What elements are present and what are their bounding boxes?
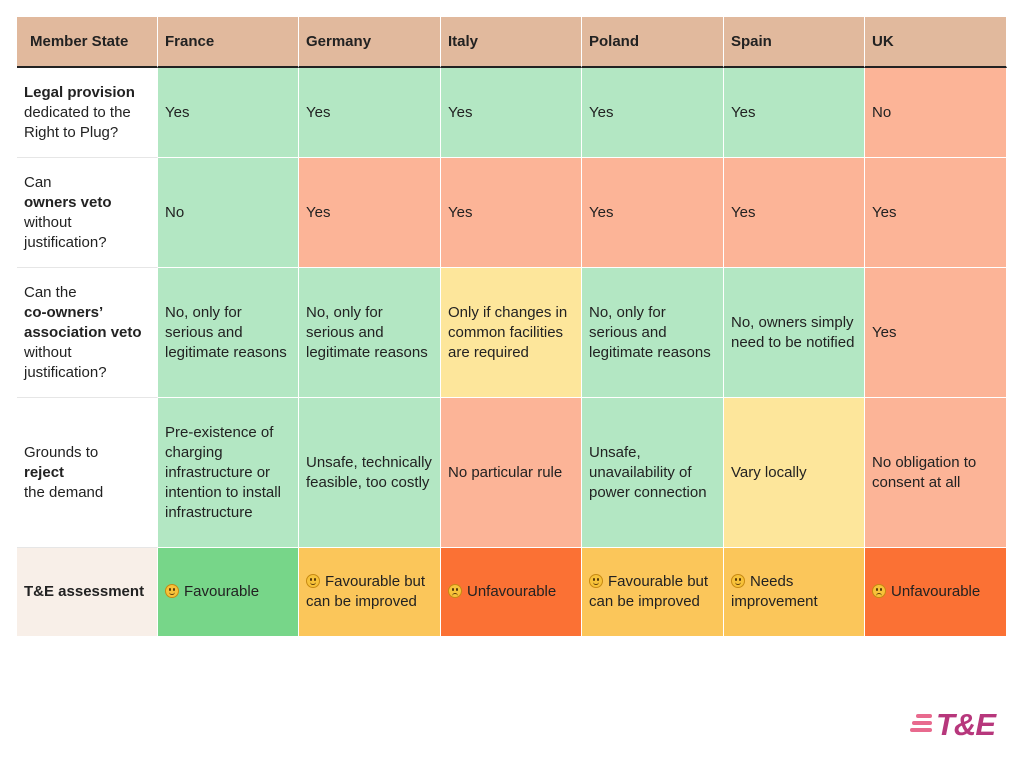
header-france: France [158,17,299,68]
assessment-cell: Favourable [158,548,299,637]
header-member-state: Member State [17,17,158,68]
header-row: Member State France Germany Italy Poland… [17,17,1007,68]
table-cell: Yes [582,158,724,268]
assessment-text: Unfavourable [467,583,557,600]
row-label-post: without justification? [24,213,107,251]
table-cell: No, owners simply need to be notified [724,268,865,398]
assessment-text: Favourable but can be improved [306,573,426,610]
row-label-pre: Can the [24,283,77,301]
assessment-cell: Needs improvement [724,548,865,637]
assessment-text: Unfavourable [891,583,981,600]
table-cell: Vary locally [724,398,865,548]
row-label-bold: Legal provision [24,83,135,101]
smile-emoji-icon [731,574,745,588]
assessment-label: T&E assessment [17,548,158,637]
sad-emoji-icon [448,584,462,598]
table-cell: Pre-existence of charging infrastructure… [158,398,299,548]
table-cell: No, only for serious and legitimate reas… [158,268,299,398]
table-cell: Yes [865,158,1007,268]
header-germany: Germany [299,17,441,68]
table-cell: Unsafe, unavailability of power connecti… [582,398,724,548]
sad-emoji-icon [872,584,886,598]
row-label-post: the demand [24,483,104,501]
table-cell: Only if changes in common facilities are… [441,268,582,398]
table-cell: No particular rule [441,398,582,548]
smile-emoji-icon [165,584,179,598]
header-poland: Poland [582,17,724,68]
assessment-cell: Unfavourable [865,548,1007,637]
assessment-cell: Favourable but can be improved [582,548,724,637]
header-spain: Spain [724,17,865,68]
row-label-bold: reject [24,463,65,481]
table-cell: Yes [865,268,1007,398]
table-row: Legal provision dedicated to the Right t… [17,68,1007,158]
table-cell: No, only for serious and legitimate reas… [582,268,724,398]
smile-emoji-icon [306,574,320,588]
table-cell: No [158,158,299,268]
table-cell: Unsafe, technically feasible, too costly [299,398,441,548]
table-cell: Yes [441,68,582,158]
assessment-text: Favourable but can be improved [589,573,709,610]
right-to-plug-comparison-table: Member State France Germany Italy Poland… [17,17,1007,637]
header-uk: UK [865,17,1007,68]
table-cell: Yes [299,68,441,158]
row-label: Can the co-owners’ association veto with… [17,268,158,398]
table-row: Grounds to reject the demand Pre-existen… [17,398,1007,548]
row-label-pre: Can [24,173,52,191]
row-label-pre: Grounds to [24,443,99,461]
row-label: Legal provision dedicated to the Right t… [17,68,158,158]
row-label: Grounds to reject the demand [17,398,158,548]
table-cell: Yes [299,158,441,268]
table-cell: Yes [582,68,724,158]
logo-text: T&E [936,707,996,742]
table-row: Can the co-owners’ association veto with… [17,268,1007,398]
te-logo: T&E [910,706,1010,746]
table-cell: No, only for serious and legitimate reas… [299,268,441,398]
table-cell: No [865,68,1007,158]
row-label-bold: owners veto [24,193,112,211]
assessment-cell: Unfavourable [441,548,582,637]
row-label-post: dedicated to the Right to Plug? [24,103,131,141]
assessment-text: Needs improvement [731,573,818,610]
smile-emoji-icon [589,574,603,588]
header-italy: Italy [441,17,582,68]
assessment-text: Favourable [184,583,260,600]
assessment-cell: Favourable but can be improved [299,548,441,637]
table-row: Can owners veto without justification? N… [17,158,1007,268]
row-label-bold: co-owners’ association veto [24,303,142,341]
row-label: Can owners veto without justification? [17,158,158,268]
table-cell: No obligation to consent at all [865,398,1007,548]
row-label-post: without justification? [24,343,107,381]
logo-stripes-icon [910,714,932,738]
table-cell: Yes [158,68,299,158]
table-cell: Yes [724,68,865,158]
assessment-row: T&E assessment Favourable Favourable but… [17,548,1007,637]
table-cell: Yes [441,158,582,268]
table-cell: Yes [724,158,865,268]
